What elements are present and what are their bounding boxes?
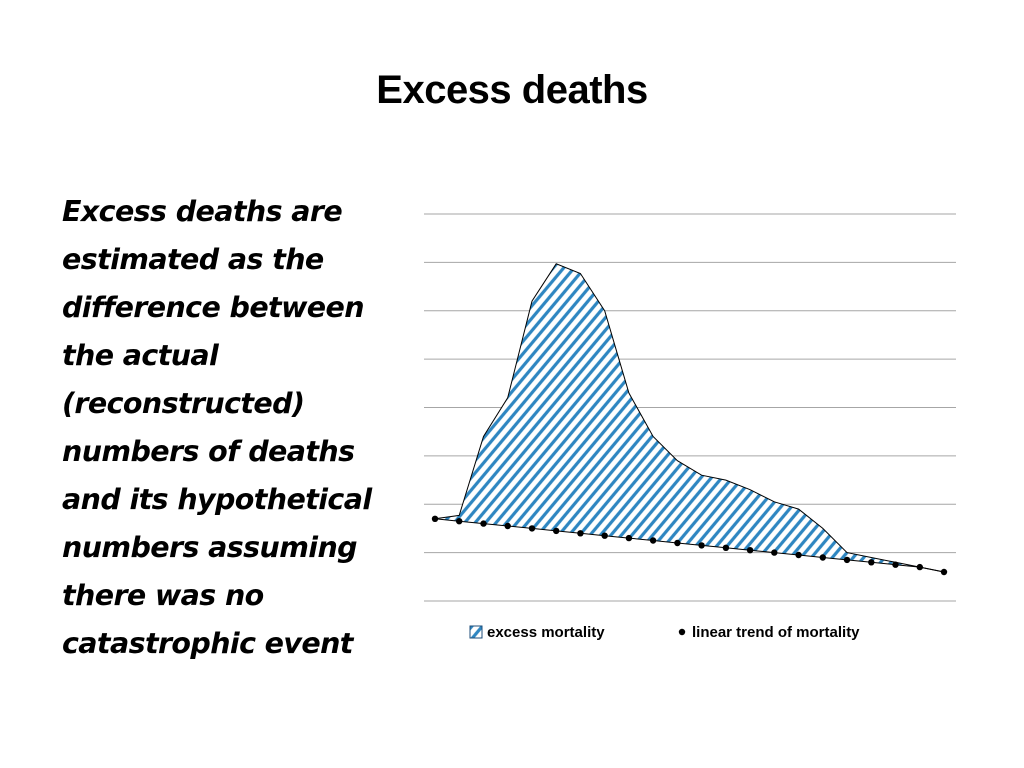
trend-point — [504, 522, 511, 530]
trend-point — [843, 556, 851, 564]
trend-point — [698, 542, 705, 549]
body-line: (reconstructed) — [62, 387, 305, 420]
body-line: catastrophic event — [62, 627, 353, 660]
trend-point — [722, 544, 730, 551]
trend-point — [456, 518, 463, 525]
trend-point — [625, 534, 633, 542]
body-line: Excess deaths are — [62, 195, 343, 228]
trend-point — [601, 532, 608, 539]
trend-point — [528, 525, 536, 532]
linear-trend-line — [434, 518, 945, 573]
trend-point — [940, 568, 948, 576]
trend-point — [819, 554, 826, 561]
legend-label-linear-trend: linear trend of mortality — [692, 624, 860, 641]
trend-point — [771, 549, 778, 556]
trend-point — [553, 527, 560, 535]
trend-point — [892, 561, 899, 568]
body-line: numbers assuming — [62, 531, 358, 564]
gridlines — [424, 213, 956, 602]
body-line: the actual — [62, 339, 219, 372]
trend-point — [916, 563, 923, 571]
excess-mortality-outline — [434, 263, 945, 573]
trend-point — [674, 539, 681, 547]
trend-point — [795, 551, 802, 559]
legend-swatch-excess-mortality — [469, 625, 483, 639]
body-line: difference between — [62, 291, 365, 324]
trend-point — [649, 537, 657, 544]
legend: excess mortality linear trend of mortali… — [469, 624, 860, 641]
slide-title: Excess deaths — [376, 68, 648, 112]
body-line: estimated as the — [62, 243, 324, 276]
body-line: numbers of deaths — [62, 435, 355, 468]
legend-label-excess-mortality: excess mortality — [487, 624, 605, 641]
body-line: and its hypothetical — [62, 483, 372, 516]
trend-point — [480, 520, 487, 527]
body-line: there was no — [62, 579, 264, 612]
body-text: Excess deaths are estimated as the diffe… — [62, 188, 407, 668]
trend-point — [431, 515, 439, 522]
trend-point — [868, 559, 875, 566]
legend-marker-linear-trend — [678, 628, 686, 636]
trend-point — [746, 547, 754, 554]
trend-point — [577, 530, 584, 537]
chart-marks — [431, 263, 948, 576]
excess-mortality-area — [435, 263, 944, 572]
